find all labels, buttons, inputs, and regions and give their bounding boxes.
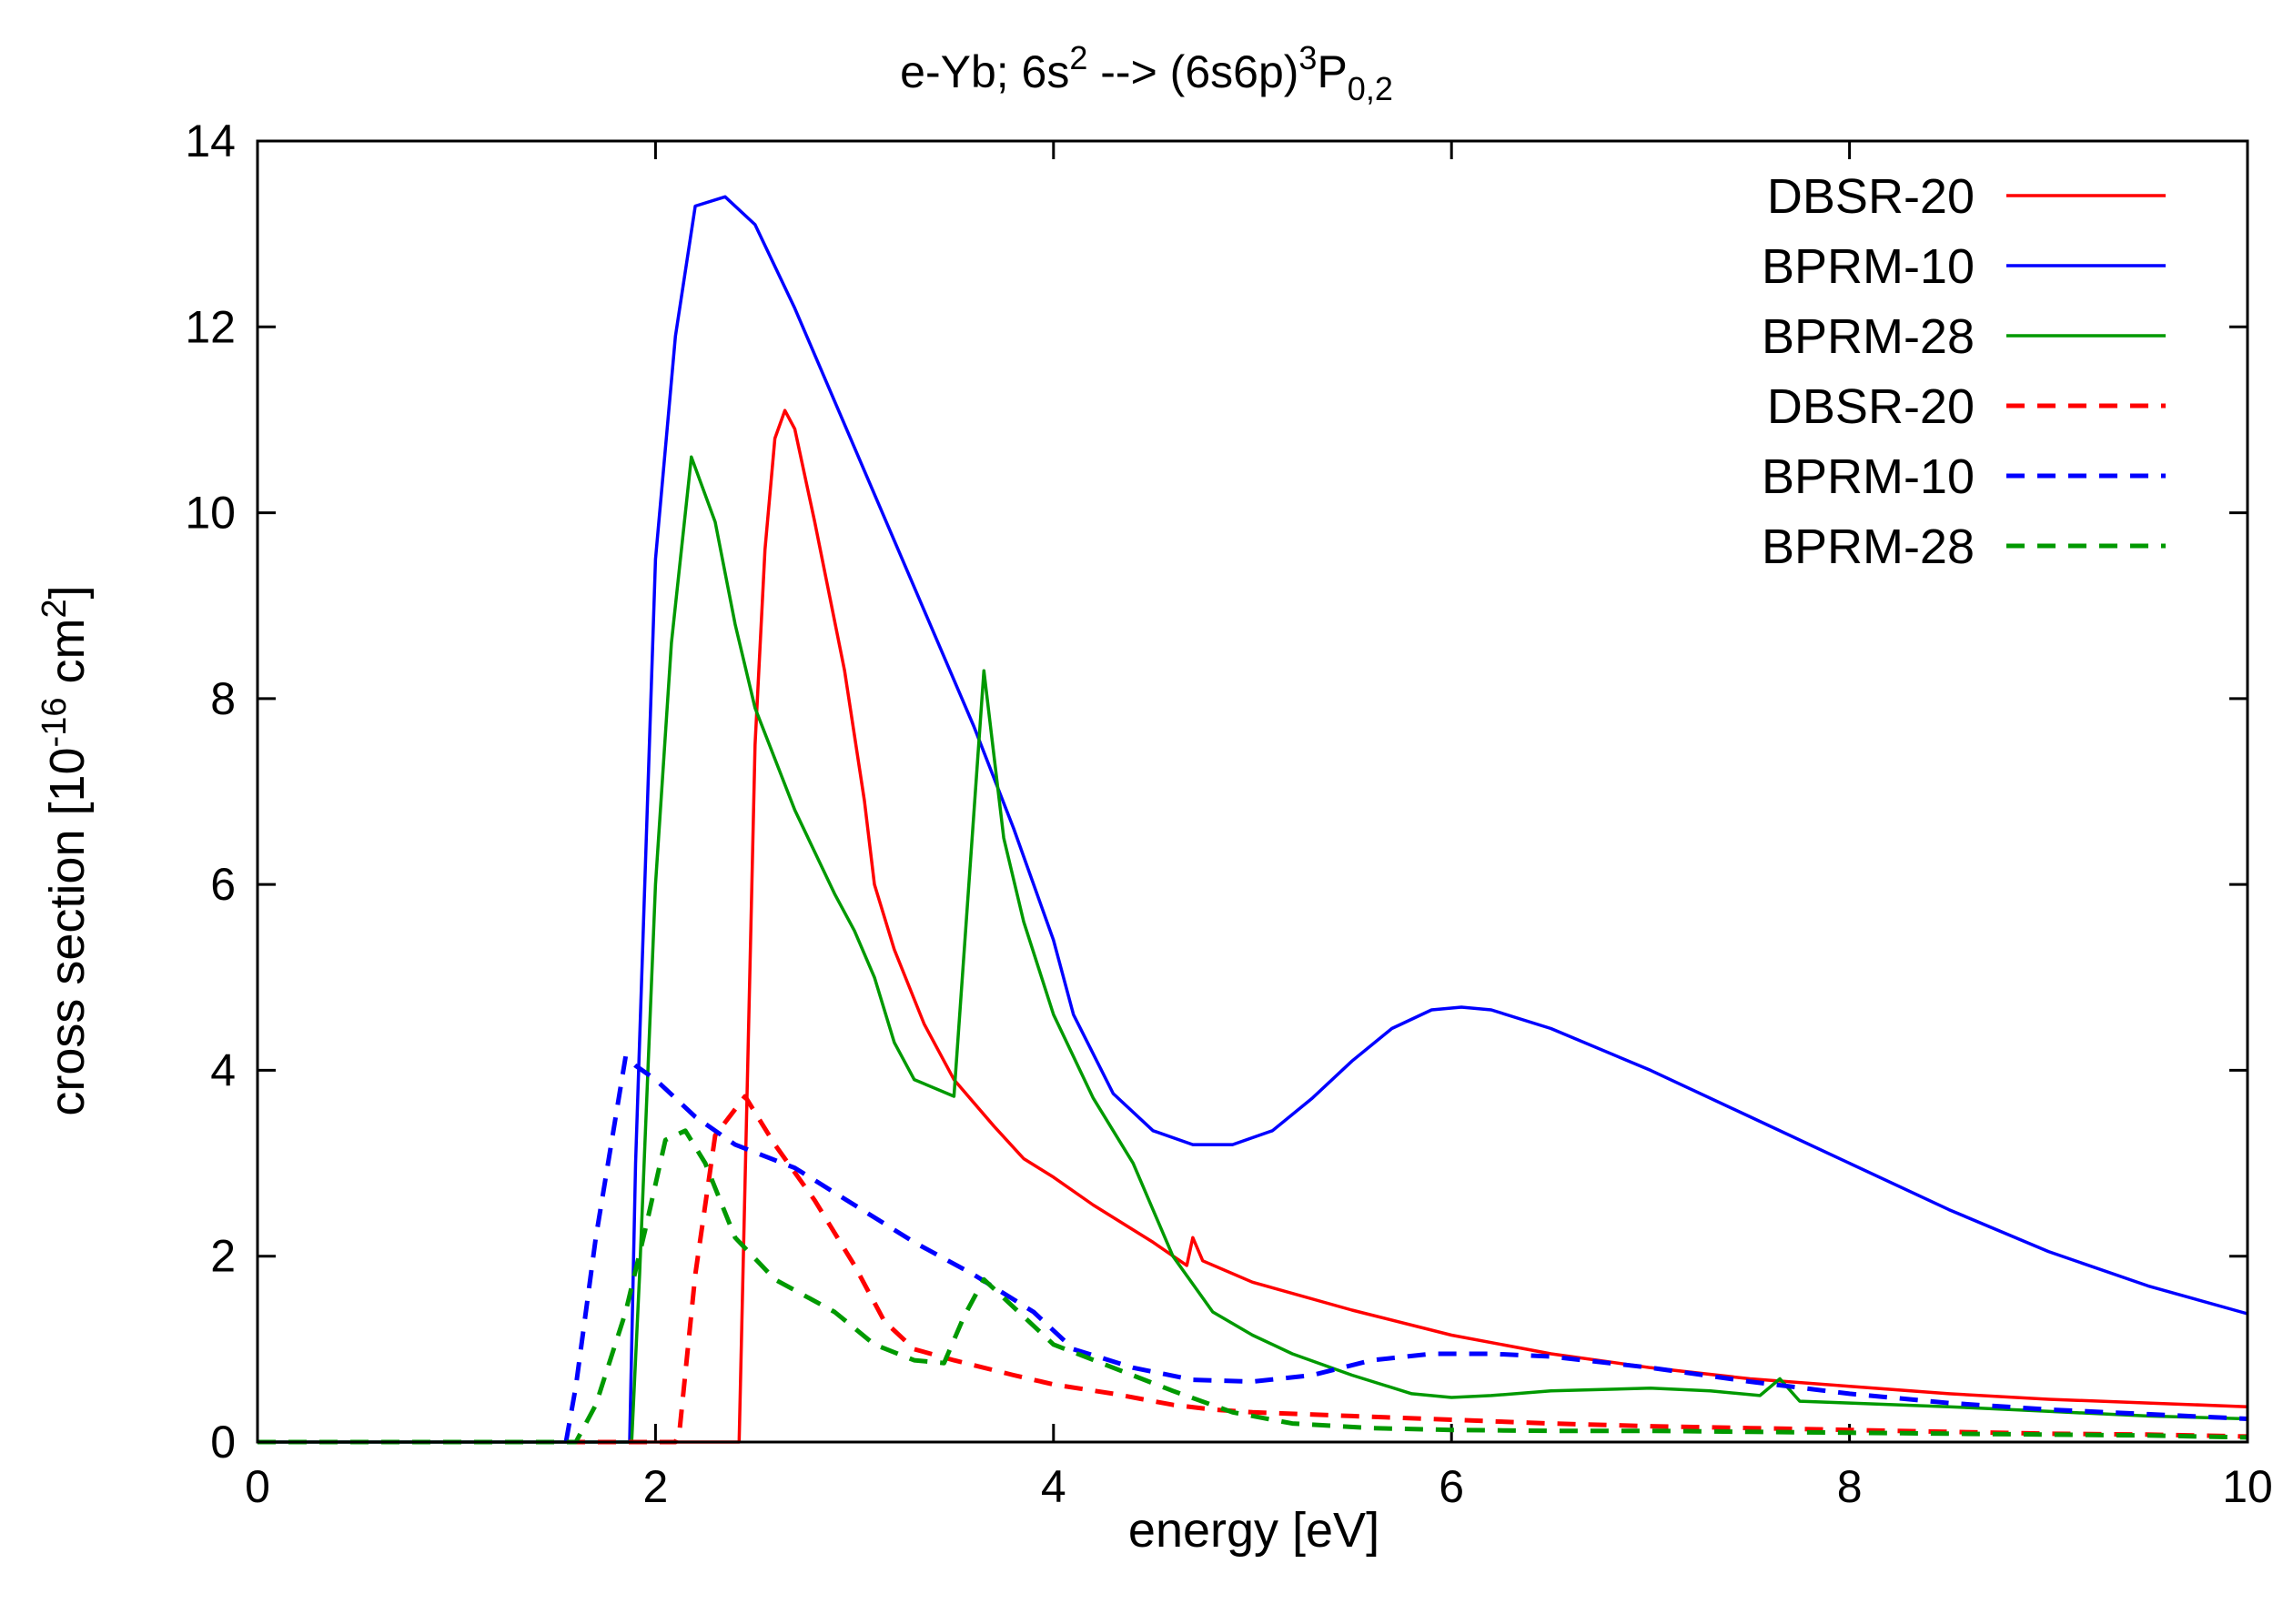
legend-label-bprm-10-solid: BPRM-10 bbox=[1762, 239, 1975, 294]
x-tick-label: 4 bbox=[1041, 1461, 1066, 1512]
y-tick-label: 4 bbox=[210, 1044, 236, 1095]
plot-series bbox=[258, 195, 2248, 1445]
y-axis-label: cross section [10-16 cm2] bbox=[35, 585, 95, 1115]
y-tick-label: 8 bbox=[210, 673, 236, 724]
y-tick-label: 10 bbox=[185, 488, 236, 539]
legend-label-bprm-10-dashed: BPRM-10 bbox=[1762, 449, 1975, 504]
legend-label-dbsr-20-dashed: DBSR-20 bbox=[1767, 379, 1975, 434]
y-tick-label: 14 bbox=[185, 116, 236, 166]
legend: DBSR-20 BPRM-10 BPRM-28 DBSR-20 BPRM-10 BPRM-… bbox=[1762, 169, 2166, 574]
chart-title: e-Yb; 6s2 --> (6s6p)3P0,2 bbox=[900, 39, 1393, 107]
x-tick-label: 0 bbox=[245, 1461, 270, 1512]
x-tick-label: 10 bbox=[2222, 1461, 2273, 1512]
y-tick-label: 0 bbox=[210, 1417, 236, 1468]
series-line-bprm-10-solid bbox=[258, 195, 2248, 1444]
x-axis-label: energy [eV] bbox=[1128, 1503, 1379, 1558]
series-line-bprm-10-dashed bbox=[258, 1054, 2248, 1445]
axis-tick-labels: 0 2 4 6 8 10 0 2 4 6 8 10 12 14 bbox=[185, 116, 2272, 1512]
y-tick-label: 2 bbox=[210, 1231, 236, 1282]
series-line-bprm-28-solid bbox=[258, 455, 2248, 1444]
y-tick-label: 12 bbox=[185, 301, 236, 352]
legend-label-bprm-28-dashed: BPRM-28 bbox=[1762, 519, 1975, 574]
plot-frame bbox=[256, 139, 2249, 1444]
x-tick-label: 8 bbox=[1837, 1461, 1863, 1512]
y-tick-label: 6 bbox=[210, 859, 236, 910]
x-tick-label: 6 bbox=[1439, 1461, 1464, 1512]
legend-label-bprm-28-solid: BPRM-28 bbox=[1762, 309, 1975, 364]
x-tick-label: 2 bbox=[642, 1461, 668, 1512]
series-line-dbsr-20-dashed bbox=[258, 1094, 2248, 1445]
legend-label-dbsr-20-solid: DBSR-20 bbox=[1767, 169, 1975, 224]
